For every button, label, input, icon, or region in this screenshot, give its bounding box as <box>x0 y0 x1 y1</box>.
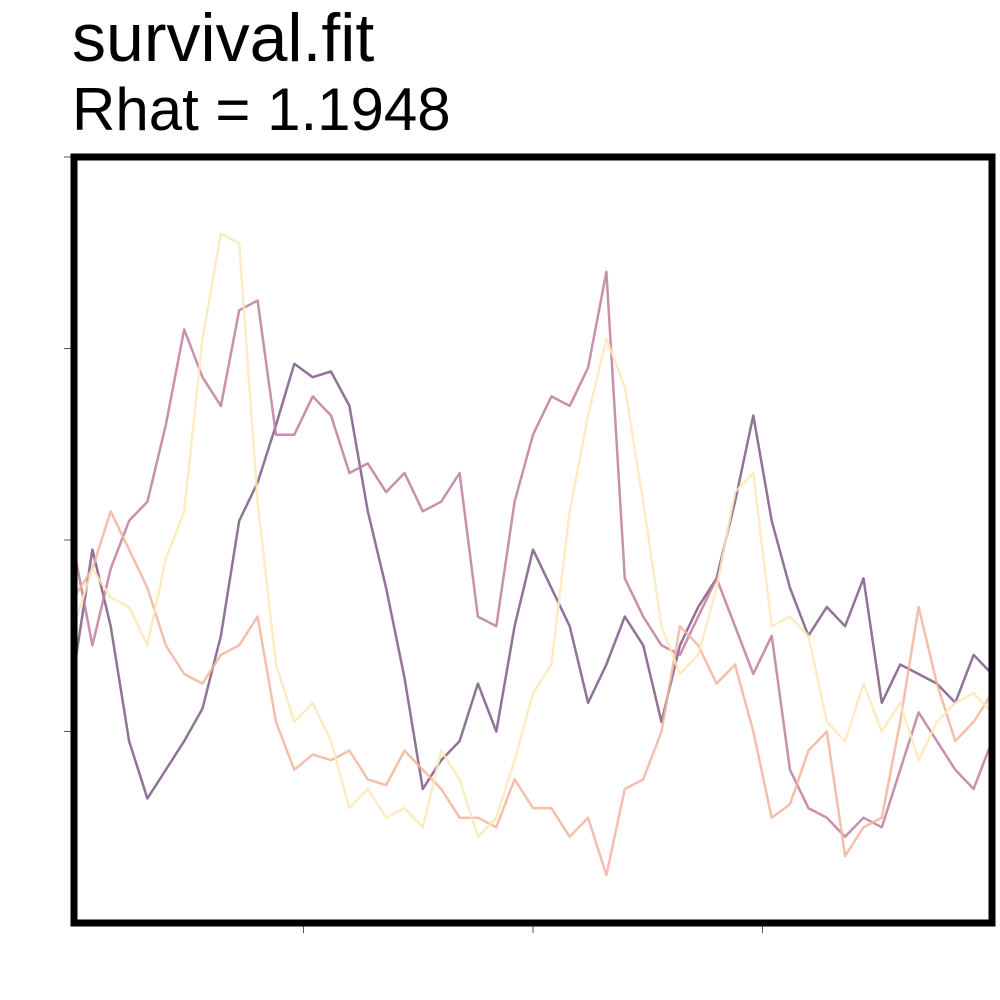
series-layer <box>72 232 994 877</box>
tick-layer <box>64 156 763 933</box>
chain-line-4 <box>72 232 993 839</box>
chain-line-1 <box>72 362 993 800</box>
chart-subtitle: Rhat = 1.1948 <box>72 76 451 143</box>
chain-line-3 <box>72 510 994 877</box>
chart-title: survival.fit <box>72 0 375 76</box>
chain-line-2 <box>72 270 994 839</box>
plot-border <box>70 153 996 927</box>
